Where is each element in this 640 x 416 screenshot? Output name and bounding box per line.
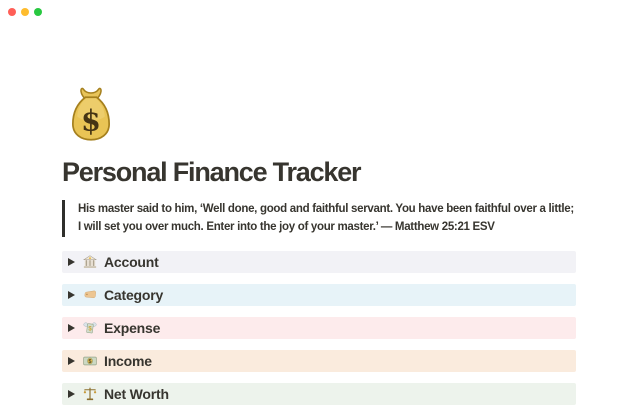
toggle-row-category[interactable]: Category	[62, 284, 576, 306]
toggle-list: Account Category $ Expense	[62, 251, 576, 416]
toggle-label: Account	[104, 254, 159, 270]
money-with-wings-icon: $	[83, 321, 97, 335]
svg-text:$: $	[88, 359, 92, 365]
page-title: Personal Finance Tracker	[62, 157, 362, 187]
toggle-label: Category	[104, 287, 164, 303]
dollar-banknote-icon: $	[83, 354, 97, 368]
close-button[interactable]	[8, 8, 16, 16]
toggle-arrow-icon[interactable]	[68, 257, 76, 267]
balance-scale-icon	[83, 387, 97, 401]
quote-text: His master said to him, ‘Well done, good…	[78, 203, 574, 233]
toggle-row-expense[interactable]: $ Expense	[62, 317, 576, 339]
minimize-button[interactable]	[21, 8, 29, 16]
toggle-label: Expense	[104, 320, 161, 336]
toggle-label: Income	[104, 353, 152, 369]
toggle-row-account[interactable]: Account	[62, 251, 576, 273]
toggle-row-net-worth[interactable]: Net Worth	[62, 383, 576, 405]
toggle-label: Net Worth	[104, 386, 169, 402]
quote-block: His master said to him, ‘Well done, good…	[62, 200, 575, 237]
bank-icon	[83, 255, 97, 269]
money-bag-icon[interactable]: $	[70, 85, 112, 142]
toggle-arrow-icon[interactable]	[68, 290, 76, 300]
toggle-arrow-icon[interactable]	[68, 389, 76, 399]
toggle-arrow-icon[interactable]	[68, 356, 76, 366]
svg-text:$: $	[81, 104, 101, 138]
svg-text:$: $	[88, 325, 92, 332]
zoom-button[interactable]	[34, 8, 42, 16]
tag-icon	[83, 288, 97, 302]
toggle-arrow-icon[interactable]	[68, 323, 76, 333]
toggle-row-income[interactable]: $ Income	[62, 350, 576, 372]
window-controls	[8, 8, 42, 16]
